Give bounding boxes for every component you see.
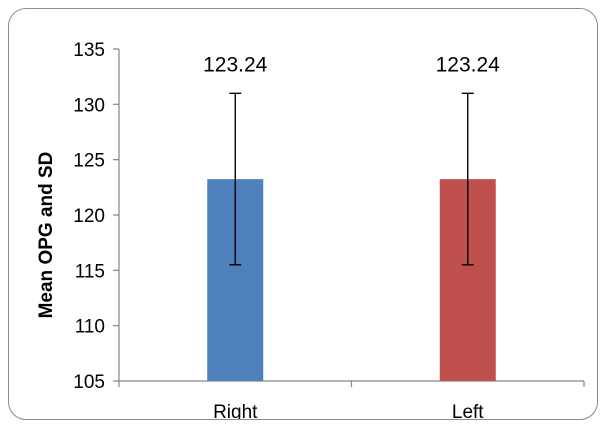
data-label: 123.24 xyxy=(203,53,268,76)
y-tick-label: 130 xyxy=(73,95,105,116)
y-tick-label: 110 xyxy=(75,317,105,338)
bars xyxy=(207,92,496,381)
x-category-label: Left xyxy=(452,402,484,420)
y-axis-title: Mean OPG and SD xyxy=(36,152,57,319)
y-tick-label: 135 xyxy=(73,40,105,61)
data-label: 123.24 xyxy=(436,53,501,76)
error-bar xyxy=(461,92,474,266)
y-tick-label: 120 xyxy=(73,206,105,227)
chart-area: 105 110 115 120 125 130 135 123.24 Right 123.24 Le… xyxy=(8,8,598,420)
axes xyxy=(113,48,585,387)
error-bar xyxy=(229,92,242,266)
y-tick-label: 125 xyxy=(73,151,105,172)
y-tick-label: 115 xyxy=(75,261,105,282)
labels: 105 110 115 120 125 130 135 123.24 Right 123.24 Le… xyxy=(73,40,501,420)
x-category-label: Right xyxy=(213,402,258,420)
y-tick-label: 105 xyxy=(73,372,105,393)
bar-chart: 105 110 115 120 125 130 135 123.24 Right 123.24 Le… xyxy=(36,40,585,420)
